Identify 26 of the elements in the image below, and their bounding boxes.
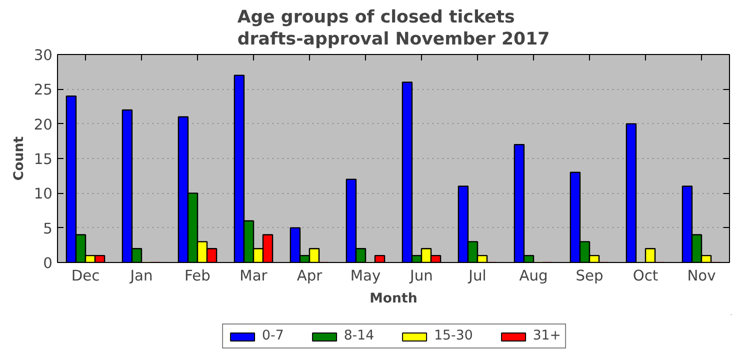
legend-label: 31+: [532, 328, 561, 344]
x-tick-label: Jun: [409, 268, 433, 284]
y-tick-label: 30: [34, 47, 53, 64]
x-tick-label: Mar: [240, 268, 268, 284]
x-tick-label: Sep: [576, 268, 604, 284]
chart-title: Age groups of closed tickets drafts-approval November 2017: [237, 8, 550, 50]
y-axis-title: Count: [12, 136, 27, 181]
x-tick-label: Oct: [632, 268, 658, 284]
x-tick-label: Aug: [519, 268, 548, 284]
y-tick-label: 25: [34, 82, 53, 99]
y-tick-label: 5: [43, 220, 53, 238]
legend-label: 8-14: [344, 328, 374, 344]
y-tick-label: 0: [43, 255, 53, 272]
x-tick-label: Jul: [468, 268, 486, 284]
x-tick-label: Apr: [296, 268, 324, 284]
legend-label: 0-7: [262, 328, 284, 344]
y-tick-label: 10: [34, 186, 53, 203]
x-tick-label: Jan: [129, 268, 153, 284]
y-tick-label: 20: [34, 116, 53, 134]
x-axis-title: Month: [370, 292, 418, 306]
legend-label: 15-30: [434, 328, 473, 344]
x-tick-label: Feb: [184, 268, 210, 284]
x-tick-label: Nov: [687, 268, 716, 284]
y-tick-label: 15: [34, 151, 53, 168]
x-tick-label: May: [350, 268, 381, 284]
x-tick-label: Dec: [71, 268, 100, 284]
